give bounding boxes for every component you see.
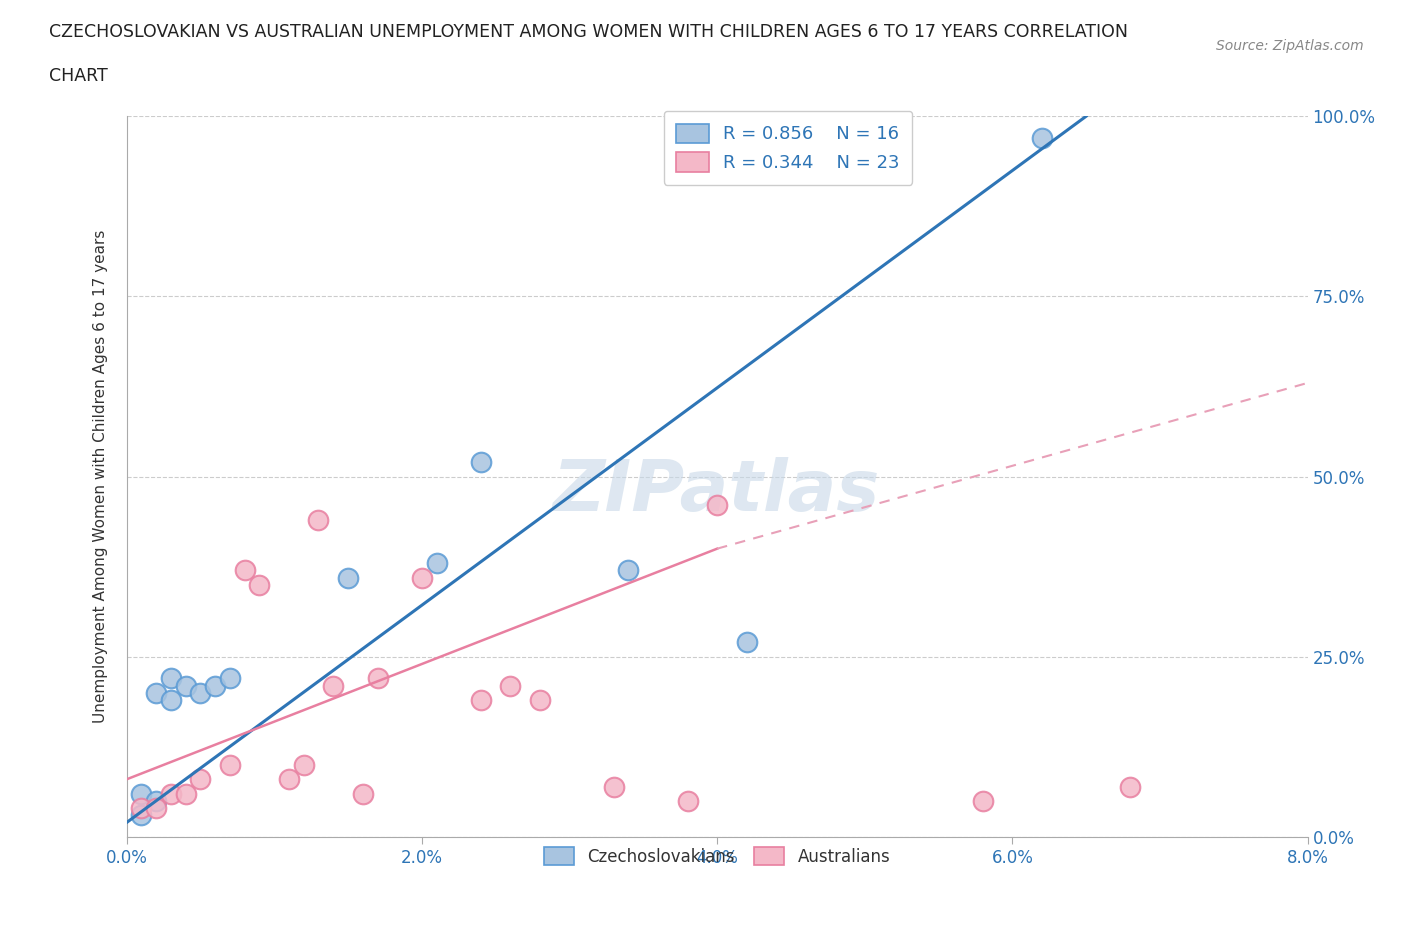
Point — [411, 570, 433, 585]
Point — [160, 693, 183, 708]
Point — [603, 779, 626, 794]
Point — [160, 787, 183, 802]
Point — [278, 772, 301, 787]
Point — [322, 678, 344, 693]
Point — [352, 787, 374, 802]
Text: Source: ZipAtlas.com: Source: ZipAtlas.com — [1216, 39, 1364, 53]
Point — [529, 693, 551, 708]
Text: CZECHOSLOVAKIAN VS AUSTRALIAN UNEMPLOYMENT AMONG WOMEN WITH CHILDREN AGES 6 TO 1: CZECHOSLOVAKIAN VS AUSTRALIAN UNEMPLOYME… — [49, 23, 1128, 41]
Point — [129, 801, 153, 816]
Point — [292, 757, 315, 772]
Point — [145, 685, 167, 700]
Point — [145, 801, 167, 816]
Y-axis label: Unemployment Among Women with Children Ages 6 to 17 years: Unemployment Among Women with Children A… — [93, 230, 108, 724]
Point — [367, 671, 389, 686]
Point — [1031, 130, 1053, 145]
Point — [426, 556, 449, 571]
Point — [129, 808, 153, 823]
Text: CHART: CHART — [49, 67, 108, 85]
Legend: Czechoslovakians, Australians: Czechoslovakians, Australians — [534, 837, 900, 875]
Point — [174, 678, 197, 693]
Point — [735, 635, 758, 650]
Point — [337, 570, 360, 585]
Point — [307, 512, 329, 527]
Text: ZIPatlas: ZIPatlas — [554, 457, 880, 525]
Point — [972, 793, 994, 808]
Point — [188, 685, 212, 700]
Point — [470, 455, 492, 470]
Point — [174, 787, 197, 802]
Point — [219, 671, 242, 686]
Point — [676, 793, 699, 808]
Point — [145, 793, 167, 808]
Point — [233, 563, 256, 578]
Point — [219, 757, 242, 772]
Point — [617, 563, 640, 578]
Point — [249, 578, 271, 592]
Point — [204, 678, 226, 693]
Point — [470, 693, 492, 708]
Point — [1119, 779, 1142, 794]
Point — [129, 787, 153, 802]
Point — [188, 772, 212, 787]
Point — [499, 678, 522, 693]
Point — [160, 671, 183, 686]
Point — [706, 498, 728, 513]
